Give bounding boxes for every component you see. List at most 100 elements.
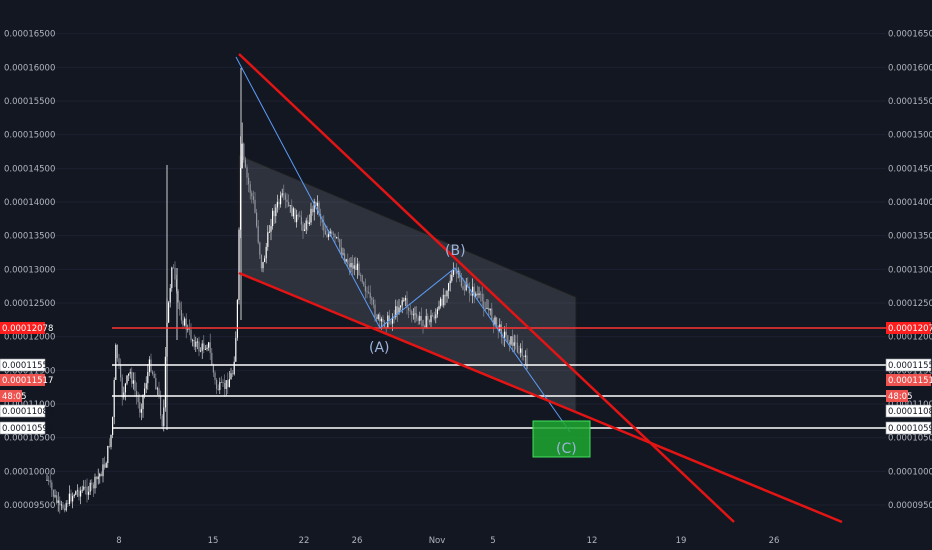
candle-body [508,341,510,345]
candle-body [435,314,437,319]
candle-body [500,324,502,338]
candle-body [449,280,451,284]
candle-body [430,315,432,323]
candle-body [232,373,234,375]
candle-body [264,258,266,262]
candle-body [115,344,117,381]
candle-body [134,380,136,391]
price-tag-label: 0.00011083 [888,407,932,417]
price-tag-box [0,322,45,334]
candle-body [70,493,72,502]
y-tick-label-right: 0.00012000 [888,333,932,343]
price-tag-box [0,374,45,386]
candle-body [310,208,312,223]
candle-body [404,298,406,301]
candle-body [108,445,110,447]
price-tag-box [885,421,932,435]
price-tag-box [0,358,46,372]
candle-body [230,373,232,380]
candle-body [329,231,331,235]
candle-body [254,199,256,213]
price-tag-label: 0.00011083 [2,407,53,417]
candle-body [472,286,474,296]
candle-body [158,388,160,396]
y-tick-label-left: 0.00016000 [4,63,55,73]
candle-body [526,355,528,370]
y-tick-label-left: 0.00009500 [4,501,55,511]
candle-body [89,482,91,492]
candle-body [110,434,112,447]
candle-body [129,372,131,374]
target-zone-box[interactable] [532,420,591,458]
candle-body [302,224,304,232]
candle-body [452,270,454,275]
candle-body [328,234,330,237]
candle-body [206,347,208,349]
candle-body [433,316,435,319]
candle-body [308,222,310,224]
candle-body [65,503,67,511]
candle-body [510,336,512,345]
y-tick-label-right: 0.00014000 [888,198,932,208]
x-tick-label: 12 [587,536,598,546]
candle-body [156,388,158,390]
candle-body [72,496,74,502]
candle-body [267,232,269,247]
candle-body [116,344,118,359]
x-tick-label: 15 [208,536,219,546]
candle-body [208,342,210,348]
candle-body [160,395,162,416]
candle-body [54,495,56,497]
candle-body [124,383,126,393]
candle-body [400,305,402,308]
candle-body [494,317,496,326]
candle-body [305,220,307,230]
wave-abc-path[interactable] [235,56,571,433]
candle-body [358,263,360,276]
candle-body [288,201,290,207]
candle-body [182,320,184,326]
price-tag-box [885,358,932,372]
candle-body [356,263,358,271]
candle-body [80,490,82,497]
candle-body [411,311,413,315]
candle-body [312,208,314,213]
candle-body [46,479,48,481]
candle-body [180,309,182,321]
candle-body [225,380,227,389]
candle-body [184,318,186,326]
candle-body [353,265,355,269]
candle-body [369,292,371,299]
candle-body [473,286,475,297]
candle-body [268,231,270,233]
price-tag-label: 0.00012078 [2,324,53,334]
candle-body [284,194,286,200]
candle-body [196,341,198,343]
candle-body [49,480,51,483]
candle-body [465,283,467,291]
candle-body [190,329,192,340]
price-tag-box [0,421,46,435]
candle-body [297,214,299,216]
candle-body [75,491,77,495]
candle-body [438,306,440,310]
y-tick-label-left: 0.00011500 [4,366,55,376]
y-tick-label-right: 0.00014500 [888,164,932,174]
price-tag-label: 0.00011554 [888,361,932,371]
candle-body [238,229,240,300]
price-tag-box [886,374,931,386]
candle-body [376,317,378,319]
candle-body [60,504,62,506]
candle-body [193,339,195,347]
price-tag-label: 0.00010598 [888,424,932,434]
candle-body [382,318,384,323]
candle-body [126,375,128,384]
candle-body [408,307,410,311]
trendline-lower[interactable] [238,271,843,524]
y-tick-label-left: 0.00012500 [4,299,55,309]
candle-body [113,380,115,418]
y-axis-left: 0.000095000.000100000.000105000.00011000… [4,30,55,511]
candle-body [147,371,149,384]
price-tag-label: 0.00011554 [2,361,53,371]
